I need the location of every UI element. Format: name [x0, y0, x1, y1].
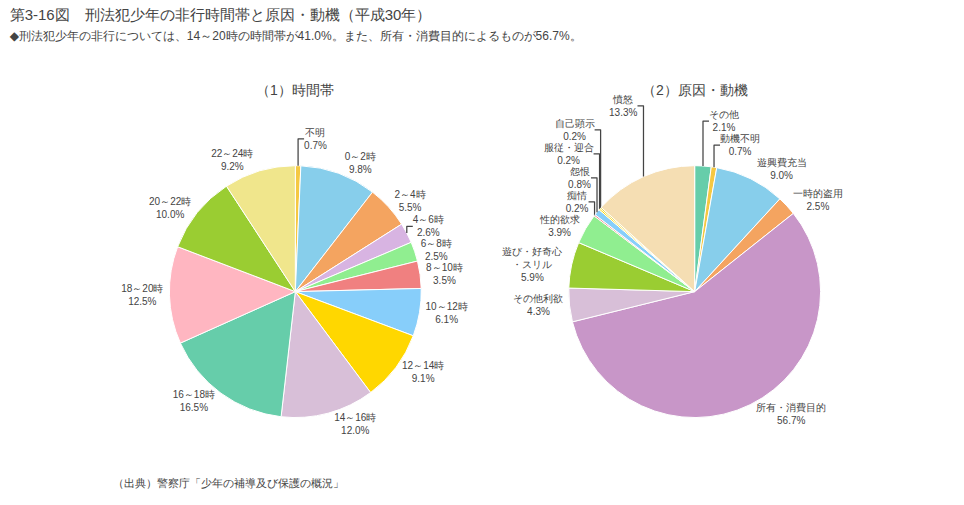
svg-text:憤怒13.3%: 憤怒13.3% [609, 94, 637, 118]
svg-text:怨恨0.8%: 怨恨0.8% [568, 166, 591, 190]
svg-text:服従・迎合0.2%: 服従・迎合0.2% [544, 142, 594, 166]
svg-text:2～4時5.5%: 2～4時5.5% [394, 189, 425, 213]
svg-text:14～16時12.0%: 14～16時12.0% [334, 412, 376, 436]
svg-text:（1）時間帯: （1）時間帯 [256, 82, 334, 98]
svg-text:その他2.1%: その他2.1% [709, 109, 739, 133]
svg-text:自己顕示0.2%: 自己顕示0.2% [555, 118, 595, 142]
svg-text:4～6時2.6%: 4～6時2.6% [413, 214, 444, 238]
svg-text:8～10時3.5%: 8～10時3.5% [426, 262, 463, 286]
svg-text:12～14時9.1%: 12～14時9.1% [402, 360, 444, 384]
svg-text:18～20時12.5%: 18～20時12.5% [121, 283, 163, 307]
svg-text:性的欲求3.9%: 性的欲求3.9% [539, 214, 580, 238]
svg-text:16～18時16.5%: 16～18時16.5% [173, 389, 215, 413]
svg-text:6～8時2.5%: 6～8時2.5% [421, 238, 452, 262]
svg-text:所有・消費目的56.7%: 所有・消費目的56.7% [756, 402, 826, 426]
svg-text:（2）原因・動機: （2）原因・動機 [642, 82, 748, 98]
svg-text:一時的盗用2.5%: 一時的盗用2.5% [793, 188, 843, 212]
svg-text:（出典）警察庁「少年の補導及び保護の概況」: （出典）警察庁「少年の補導及び保護の概況」 [113, 477, 344, 489]
svg-text:遊興費充当9.0%: 遊興費充当9.0% [757, 157, 807, 181]
svg-text:0～2時9.8%: 0～2時9.8% [345, 151, 376, 175]
svg-text:遊び・好奇心・スリル5.9%: 遊び・好奇心・スリル5.9% [502, 246, 562, 283]
svg-text:不明0.7%: 不明0.7% [304, 127, 327, 151]
svg-text:20～22時10.0%: 20～22時10.0% [149, 196, 191, 220]
svg-text:その他利欲4.3%: その他利欲4.3% [513, 293, 563, 317]
svg-text:10～12時6.1%: 10～12時6.1% [426, 301, 468, 325]
svg-text:第3-16図 刑法犯少年の非行時間帯と原因・動機（平成30年: 第3-16図 刑法犯少年の非行時間帯と原因・動機（平成30年）◆刑法犯少年の非行… [10, 6, 582, 43]
svg-text:痴情0.2%: 痴情0.2% [566, 190, 589, 214]
svg-text:22～24時9.2%: 22～24時9.2% [211, 148, 253, 172]
svg-text:動機不明0.7%: 動機不明0.7% [720, 133, 760, 157]
